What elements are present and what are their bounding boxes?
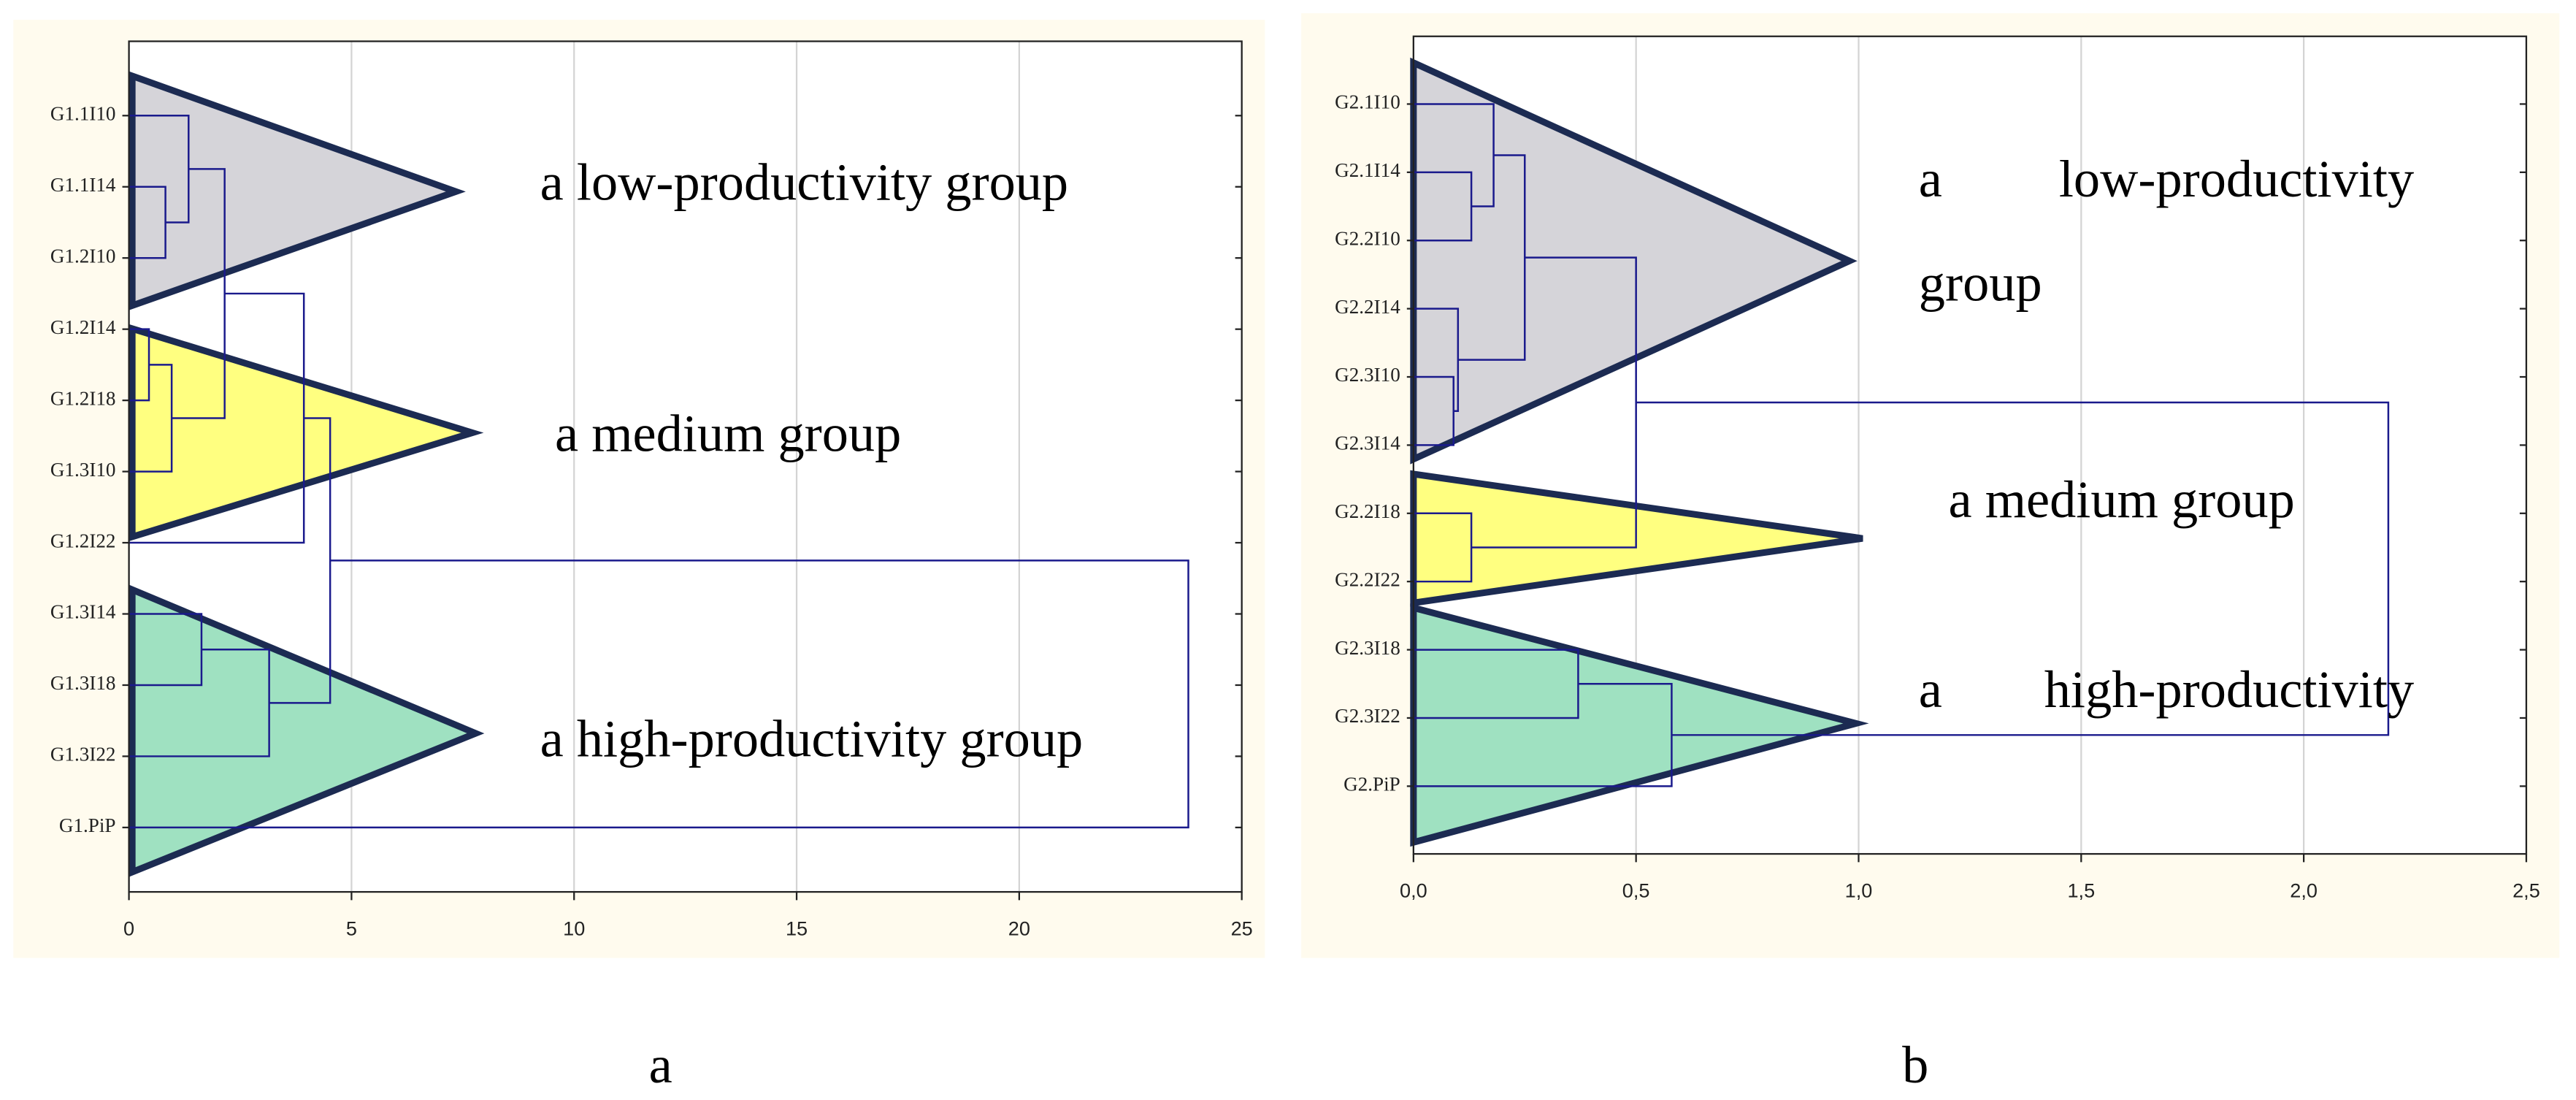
group-label-box: a medium group [1948, 469, 2295, 529]
x-tick-label: 0 [123, 917, 134, 939]
leaf-label: G1.3I10 [50, 459, 116, 481]
leaf-label: G2.2I18 [1335, 500, 1400, 522]
leaf-label: G2.2I22 [1335, 568, 1400, 590]
leaf-label: G1.1I14 [50, 174, 116, 196]
x-tick-label: 2,5 [2512, 879, 2540, 901]
plot-frame [1412, 35, 2528, 855]
dendrogram-link [129, 559, 1189, 829]
dendrogram-link [129, 115, 190, 224]
leaf-label: G1.1I10 [50, 103, 116, 125]
leaf-label: G2.3I14 [1335, 432, 1400, 454]
x-tick-label: 10 [563, 917, 585, 939]
leaf-label: G1.2I14 [50, 316, 116, 338]
group-label: a high-productivity [1918, 659, 2415, 719]
x-tick-label: 25 [1231, 917, 1253, 939]
group-label: a low-productivity group [1918, 148, 2415, 313]
leaf-label: G2.2I14 [1335, 296, 1400, 318]
x-tick-label: 15 [786, 917, 808, 939]
x-tick-label: 2,0 [2290, 879, 2318, 901]
group-label: a low-productivity group [540, 152, 1069, 212]
leaf-label: G1.2I10 [50, 245, 116, 267]
leaf-label: G2.3I18 [1335, 637, 1400, 659]
caption: b [1902, 1036, 1928, 1094]
group-label-box: a medium group [555, 402, 902, 463]
group-label-box: a high-productivity group [540, 708, 1084, 768]
group-label: a medium group [555, 402, 902, 463]
group-label-box: a high-productivity [1918, 659, 2415, 719]
leaf-label: G2.3I22 [1335, 705, 1400, 727]
dendrogram-link [1413, 649, 1579, 719]
group-triangle [129, 71, 466, 310]
leaf-label: G2.1I10 [1335, 91, 1400, 113]
dendrogram-link [129, 328, 150, 402]
leaf-label: G2.1I14 [1335, 159, 1400, 181]
x-tick-label: 1,5 [2067, 879, 2095, 901]
dendrogram-link [269, 417, 331, 704]
leaf-label: G2.3I10 [1335, 364, 1400, 386]
leaf-label: G1.3I14 [50, 601, 116, 623]
panel: 0,0 0,5 1,0 1,5 2,0 2,5 G2.1I10 G2.1I14 G2.2I10 G… [1301, 13, 2560, 1094]
group-triangle [129, 324, 484, 542]
x-tick-label: 0,0 [1400, 879, 1427, 901]
dendrogram-link [129, 186, 166, 259]
leaf-label: G1.2I18 [50, 387, 116, 409]
x-tick-label: 0,5 [1622, 879, 1650, 901]
leaf-label: G1.3I22 [50, 744, 116, 765]
group-label-box: a low-productivity group [540, 152, 1069, 212]
leaf-label: G2.2I10 [1335, 227, 1400, 249]
leaf-label: G1.3I18 [50, 672, 116, 694]
group-label-box: a low-productivity group [1918, 148, 2415, 313]
panel: 0 5 10 15 20 25 G1.1I10 G1.1I14 G1.2I10 G1.2I14 G1… [13, 20, 1265, 1094]
plot-frame [128, 40, 1243, 893]
group-label: a medium group [1948, 469, 2295, 529]
x-tick-label: 20 [1008, 917, 1030, 939]
leaf-label: G1.2I22 [50, 530, 116, 551]
x-tick-label: 1,0 [1845, 879, 1873, 901]
leaf-label: G1.PiP [59, 814, 116, 836]
dendrogram-link [1636, 401, 2390, 736]
caption: a [649, 1036, 672, 1094]
leaf-label: G2.PiP [1343, 774, 1400, 795]
group-triangle [129, 584, 485, 877]
group-label: a high-productivity group [540, 708, 1084, 768]
x-tick-label: 5 [346, 917, 357, 939]
